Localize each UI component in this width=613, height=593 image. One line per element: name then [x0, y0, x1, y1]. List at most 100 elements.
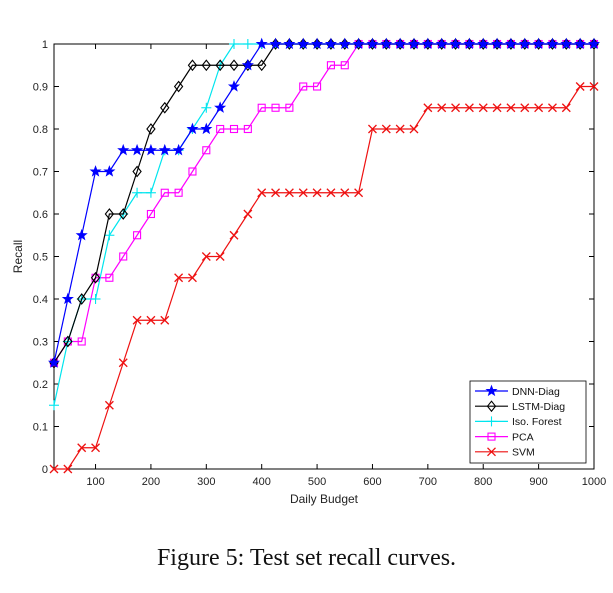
data-point-dnn-diag	[89, 165, 102, 177]
data-point-svm	[492, 103, 502, 113]
legend-item: SVM	[475, 447, 535, 459]
data-point-svm	[548, 103, 557, 113]
data-point-dnn-diag	[366, 37, 379, 50]
data-point-dnn-diag	[227, 80, 241, 92]
data-point-lstm-diag	[132, 165, 142, 178]
data-point-svm	[395, 124, 405, 134]
data-point-svm	[63, 464, 73, 474]
data-point-svm	[298, 188, 308, 198]
data-point-svm	[423, 103, 433, 113]
data-point-dnn-diag	[200, 122, 213, 135]
data-point-svm	[77, 443, 87, 453]
data-point-dnn-diag	[560, 37, 573, 50]
legend-item: Iso. Forest	[475, 416, 562, 428]
data-point-dnn-diag	[491, 37, 504, 50]
data-point-svm	[326, 188, 336, 198]
data-point-dnn-diag	[283, 37, 296, 50]
figure-caption: Figure 5: Test set recall curves.	[156, 545, 457, 571]
data-point-dnn-diag	[546, 37, 559, 50]
x-tick-label: 900	[529, 476, 547, 488]
y-axis-label: Recall	[11, 240, 25, 273]
data-point-iso-forest	[242, 39, 253, 49]
legend-marker	[486, 400, 497, 413]
y-tick-label: 0.5	[33, 252, 48, 264]
data-point-pca	[216, 124, 225, 134]
y-tick-label: 1	[42, 39, 48, 51]
data-point-svm	[284, 188, 294, 198]
data-point-lstm-diag	[187, 59, 198, 72]
legend-marker	[487, 447, 496, 457]
x-tick-label: 1000	[582, 476, 606, 488]
data-point-pca	[313, 82, 322, 91]
data-point-svm	[478, 103, 488, 113]
data-point-lstm-diag	[256, 59, 267, 72]
legend-marker	[487, 432, 496, 441]
data-point-pca	[257, 103, 266, 112]
data-point-svm	[160, 315, 170, 325]
data-point-pca	[229, 124, 239, 134]
data-point-dnn-diag	[144, 143, 157, 156]
data-point-svm	[118, 358, 128, 368]
data-point-lstm-diag	[63, 335, 73, 348]
data-point-pca	[271, 103, 280, 112]
data-point-svm	[368, 124, 377, 134]
data-point-dnn-diag	[421, 37, 434, 50]
x-tick-label: 200	[142, 476, 160, 488]
data-point-svm	[561, 103, 571, 113]
y-tick-label: 0.3	[33, 337, 48, 349]
y-tick-label: 0.1	[33, 422, 48, 434]
legend-label: PCA	[512, 431, 534, 443]
x-tick-label: 600	[363, 476, 381, 488]
axis-ticks: 100 200 300 400 500 600 700 800 900 1000 0 0.1 0.2 0.…	[33, 39, 607, 488]
data-point-svm	[409, 124, 419, 134]
data-point-dnn-diag	[214, 101, 227, 113]
data-point-iso-forest	[104, 230, 115, 241]
data-point-dnn-diag	[172, 143, 185, 156]
series-dnn-diag	[47, 37, 601, 368]
recall-chart: 100 200 300 400 500 600 700 800 900 1000 0 0.1 0.2 0.…	[11, 37, 607, 506]
data-point-dnn-diag	[518, 37, 531, 50]
data-point-pca	[202, 146, 211, 155]
data-point-svm	[520, 103, 530, 113]
data-point-dnn-diag	[255, 37, 268, 50]
data-point-dnn-diag	[103, 165, 116, 177]
data-point-svm	[229, 230, 239, 240]
data-point-pca	[299, 82, 308, 91]
data-point-dnn-diag	[61, 292, 74, 305]
data-point-pca	[188, 167, 197, 176]
data-point-svm	[271, 188, 280, 198]
legend-label: DNN-Diag	[512, 386, 560, 398]
data-point-dnn-diag	[186, 122, 199, 135]
data-point-dnn-diag	[504, 37, 517, 50]
data-point-dnn-diag	[131, 143, 144, 156]
data-point-dnn-diag	[352, 37, 365, 50]
data-point-pca	[174, 188, 183, 197]
data-point-dnn-diag	[449, 37, 462, 50]
data-point-dnn-diag	[241, 58, 254, 71]
x-tick-label: 400	[253, 476, 271, 488]
y-tick-label: 0	[42, 464, 48, 476]
data-point-svm	[188, 273, 197, 283]
data-point-svm	[354, 188, 364, 198]
data-point-dnn-diag	[477, 37, 490, 50]
x-tick-label: 100	[86, 476, 104, 488]
data-point-svm	[132, 315, 142, 325]
x-tick-label: 500	[308, 476, 326, 488]
legend-marker	[485, 384, 498, 397]
data-point-svm	[257, 188, 267, 198]
data-point-lstm-diag	[201, 59, 212, 72]
data-point-dnn-diag	[311, 37, 324, 50]
data-point-lstm-diag	[146, 123, 156, 135]
data-point-dnn-diag	[587, 37, 601, 50]
data-point-pca	[133, 231, 142, 240]
y-tick-label: 0.7	[33, 167, 48, 179]
data-point-dnn-diag	[75, 228, 88, 241]
data-point-svm	[534, 103, 544, 113]
data-point-iso-forest	[49, 400, 59, 411]
y-tick-label: 0.9	[33, 82, 48, 94]
data-point-pca	[243, 124, 252, 134]
legend-marker	[486, 416, 497, 427]
x-tick-label: 800	[474, 476, 492, 488]
data-point-pca	[119, 252, 128, 261]
data-point-svm	[215, 252, 225, 261]
